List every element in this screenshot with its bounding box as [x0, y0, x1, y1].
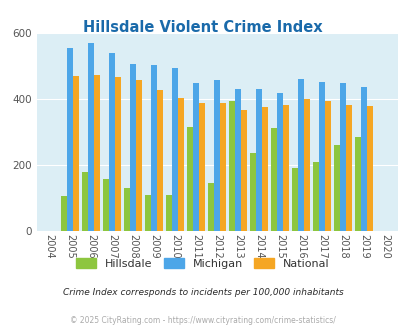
Bar	[366, 106, 372, 231]
Bar	[354, 137, 360, 231]
Bar	[256, 89, 262, 231]
Bar	[157, 90, 162, 231]
Bar	[67, 48, 73, 231]
Bar	[324, 101, 330, 231]
Bar	[198, 103, 205, 231]
Bar	[250, 153, 256, 231]
Bar	[313, 162, 318, 231]
Text: © 2025 CityRating.com - https://www.cityrating.com/crime-statistics/: © 2025 CityRating.com - https://www.city…	[70, 315, 335, 325]
Bar	[345, 105, 351, 231]
Bar	[318, 82, 324, 231]
Bar	[220, 103, 226, 231]
Bar	[88, 43, 94, 231]
Bar	[187, 127, 193, 231]
Bar	[277, 93, 282, 231]
Bar	[166, 195, 172, 231]
Bar	[103, 179, 109, 231]
Bar	[241, 110, 246, 231]
Bar	[94, 75, 100, 231]
Text: Hillsdale Violent Crime Index: Hillsdale Violent Crime Index	[83, 20, 322, 35]
Legend: Hillsdale, Michigan, National: Hillsdale, Michigan, National	[73, 255, 332, 272]
Bar	[208, 183, 214, 231]
Bar	[282, 105, 288, 231]
Bar	[360, 87, 366, 231]
Bar	[130, 64, 136, 231]
Bar	[136, 80, 142, 231]
Bar	[172, 68, 178, 231]
Bar	[115, 77, 121, 231]
Bar	[178, 98, 183, 231]
Bar	[124, 188, 130, 231]
Bar	[298, 79, 303, 231]
Bar	[82, 172, 88, 231]
Bar	[145, 195, 151, 231]
Bar	[234, 89, 241, 231]
Bar	[109, 53, 115, 231]
Bar	[214, 80, 220, 231]
Bar	[339, 82, 345, 231]
Text: Crime Index corresponds to incidents per 100,000 inhabitants: Crime Index corresponds to incidents per…	[62, 287, 343, 297]
Bar	[262, 107, 267, 231]
Bar	[73, 76, 79, 231]
Bar	[151, 65, 157, 231]
Bar	[334, 145, 339, 231]
Bar	[303, 99, 309, 231]
Bar	[61, 196, 67, 231]
Bar	[271, 128, 277, 231]
Bar	[292, 168, 298, 231]
Bar	[229, 101, 234, 231]
Bar	[193, 83, 198, 231]
